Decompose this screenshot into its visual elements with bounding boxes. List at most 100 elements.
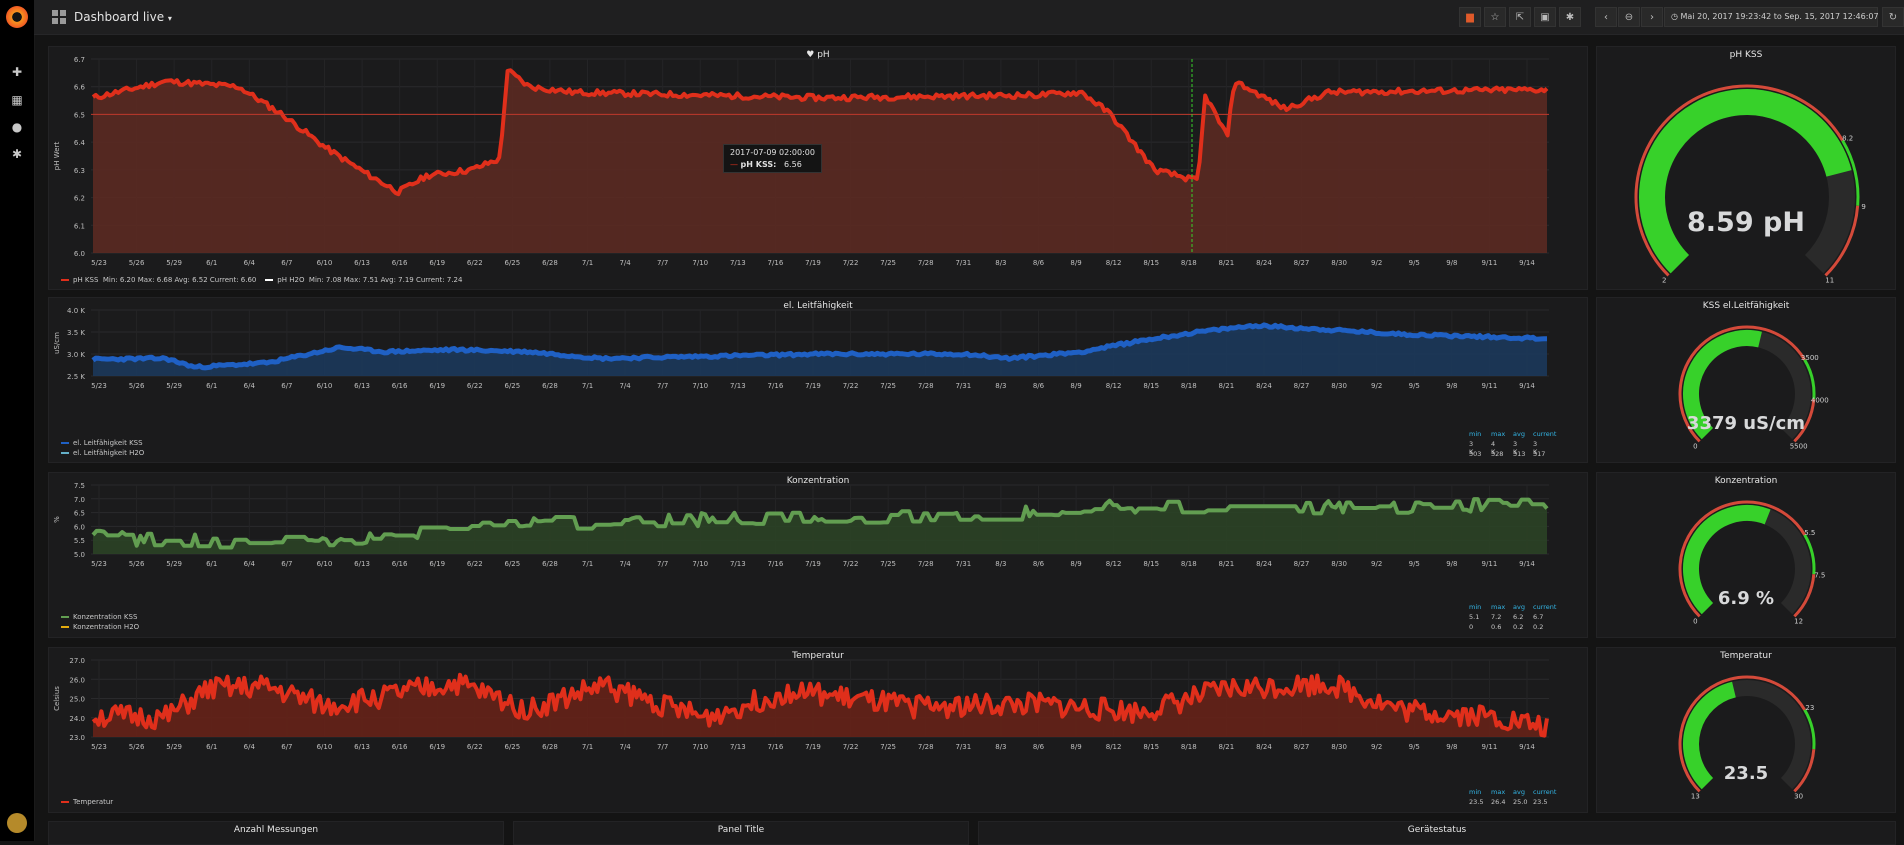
panel-title[interactable]: Gerätestatus <box>1407 825 1467 835</box>
zoom-out-button[interactable]: ⊖ <box>1618 7 1640 27</box>
conductivity-chart[interactable]: 4.0 K 3.5 K 3.0 K 2.5 K 5/23 5/26 5/29 6/1 6/4 6/… <box>49 298 1589 464</box>
y-tick-label: 27.0 <box>69 657 85 665</box>
time-range-picker[interactable]: ◷ Mai 20, 2017 19:23:42 to Sep. 15, 2017… <box>1664 7 1879 27</box>
grafana-logo-icon[interactable] <box>6 6 28 28</box>
legend-name: el. Leitfähigkeit H2O <box>73 449 145 457</box>
legend-table-header[interactable]: min <box>1469 603 1482 611</box>
y-tick-label: 6.4 <box>74 139 86 147</box>
ph-gauge: 2 11 8.2 9 <box>1634 84 1866 285</box>
legend-table-header[interactable]: current <box>1533 603 1557 611</box>
gauge-value: 23.5 <box>1723 763 1769 784</box>
gauge-title[interactable]: KSS el.Leitfähigkeit <box>1702 301 1790 311</box>
legend-table-cell: 23.5 <box>1469 798 1484 806</box>
legend-item-conc-kss[interactable]: Konzentration KSS <box>61 613 139 621</box>
x-tick-label: 7/10 <box>692 382 708 390</box>
legend-item-cond-h2o[interactable]: el. Leitfähigkeit H2O <box>61 449 144 457</box>
legend-item-temp[interactable]: Temperatur <box>61 798 113 806</box>
legend-table-header[interactable]: current <box>1533 430 1557 438</box>
legend-item-conc-h2o[interactable]: Konzentration H2O <box>61 623 139 631</box>
legend-table-header[interactable]: current <box>1533 788 1557 796</box>
add-panel-button[interactable]: ▆ <box>1459 7 1481 27</box>
star-icon[interactable]: ☆ <box>1484 7 1506 27</box>
x-tick-label: 8/12 <box>1106 743 1122 751</box>
panel-title[interactable]: Anzahl Messungen <box>233 825 319 835</box>
y-tick-label: 3.5 K <box>67 329 85 337</box>
y-tick-label: 7.0 <box>74 496 85 504</box>
x-tick-label: 6/22 <box>467 382 483 390</box>
x-tick-label: 6/10 <box>317 382 333 390</box>
dashboards-icon[interactable]: ▦ <box>11 93 23 107</box>
x-tick-label: 7/16 <box>768 382 784 390</box>
x-tick-label: 9/11 <box>1482 259 1498 267</box>
legend-swatch <box>61 801 69 803</box>
bell-icon[interactable]: ● <box>11 120 23 134</box>
x-tick-label: 5/26 <box>129 382 145 390</box>
legend-stats: Min: 6.20 Max: 6.68 Avg: 6.52 Current: 6… <box>102 276 257 284</box>
legend-table-header[interactable]: max <box>1491 603 1506 611</box>
y-axis-label: pH Wert <box>53 142 61 171</box>
gauge-value: 8.59 pH <box>1687 207 1805 238</box>
concentration-chart[interactable]: 7.5 7.0 6.5 6.0 5.5 5.0 5/23 5/26 5/29 6/1 6/4 6/7 6… <box>49 473 1589 639</box>
x-tick-label: 8/27 <box>1294 382 1310 390</box>
gauge-threshold-arc <box>1793 574 1816 618</box>
x-tick-label: 6/16 <box>392 382 408 390</box>
x-tick-label: 8/3 <box>995 382 1006 390</box>
gauge-value-arc <box>1683 330 1762 440</box>
ph-panel-title[interactable]: ♥ pH <box>806 50 830 60</box>
plus-icon[interactable]: ✚ <box>11 65 23 79</box>
legend-table-header[interactable]: avg <box>1513 603 1525 611</box>
gear-icon[interactable]: ✱ <box>11 147 23 161</box>
x-tick-label: 6/16 <box>392 560 408 568</box>
gauge-title[interactable]: Konzentration <box>1714 476 1778 486</box>
x-tick-label: 9/5 <box>1409 743 1420 751</box>
x-tick-label: 5/26 <box>129 743 145 751</box>
conductivity-panel-title[interactable]: el. Leitfähigkeit <box>783 301 853 311</box>
legend-item-cond-kss[interactable]: el. Leitfähigkeit KSS <box>61 439 144 447</box>
save-icon[interactable]: ▣ <box>1534 7 1556 27</box>
y-axis-label: uS/cm <box>53 332 61 354</box>
y-tick-label: 6.7 <box>74 56 85 64</box>
x-tick-label: 6/16 <box>392 259 408 267</box>
gauge-title[interactable]: Temperatur <box>1720 651 1772 661</box>
x-tick-label: 5/29 <box>166 259 182 267</box>
x-tick-label: 6/25 <box>505 560 521 568</box>
dashboard-grid-icon[interactable] <box>52 10 66 24</box>
x-tick-label: 8/12 <box>1106 259 1122 267</box>
temperature-chart[interactable]: 27.0 26.0 25.0 24.0 23.0 5/23 5/26 5/29 6/1 6/4 6/… <box>49 648 1589 814</box>
legend-table-header[interactable]: avg <box>1513 430 1525 438</box>
legend-name: Temperatur <box>73 798 114 806</box>
x-tick-label: 9/14 <box>1519 259 1535 267</box>
x-tick-label: 8/9 <box>1070 560 1081 568</box>
x-tick-label: 5/29 <box>166 560 182 568</box>
legend-item-ph-kss[interactable]: pH KSS Min: 6.20 Max: 6.68 Avg: 6.52 Cur… <box>61 276 256 284</box>
x-tick-label: 8/27 <box>1294 259 1310 267</box>
gauge-threshold-arc <box>1793 399 1816 443</box>
x-tick-label: 6/13 <box>354 743 370 751</box>
dashboard-title[interactable]: Dashboard live ▾ <box>74 0 172 36</box>
y-tick-label: 6.0 <box>74 250 85 258</box>
temperature-panel-title[interactable]: Temperatur <box>792 651 844 661</box>
refresh-icon[interactable]: ↻ <box>1882 7 1904 27</box>
legend-table-header[interactable]: max <box>1491 788 1506 796</box>
x-tick-label: 9/5 <box>1409 259 1420 267</box>
share-icon[interactable]: ⇱ <box>1509 7 1531 27</box>
x-tick-label: 5/29 <box>166 382 182 390</box>
time-forward-button[interactable]: › <box>1641 7 1663 27</box>
legend-name: el. Leitfähigkeit KSS <box>73 439 143 447</box>
legend-item-ph-h2o[interactable]: pH H2O Min: 7.08 Max: 7.51 Avg: 7.19 Cur… <box>265 276 462 284</box>
legend-table-header[interactable]: avg <box>1513 788 1525 796</box>
gauge-title[interactable]: pH KSS <box>1729 50 1763 60</box>
gauge-threshold-arc <box>1803 359 1816 400</box>
x-tick-label: 8/18 <box>1181 743 1197 751</box>
avatar[interactable] <box>7 813 27 833</box>
legend-table-header[interactable]: min <box>1469 430 1482 438</box>
settings-icon[interactable]: ✱ <box>1559 7 1581 27</box>
legend-table-header[interactable]: min <box>1469 788 1482 796</box>
panel-title[interactable]: Panel Title <box>717 825 765 835</box>
legend-name: pH KSS <box>73 276 99 284</box>
x-tick-label: 9/5 <box>1409 382 1420 390</box>
time-back-button[interactable]: ‹ <box>1595 7 1617 27</box>
legend-table-header[interactable]: max <box>1491 430 1506 438</box>
x-tick-label: 6/16 <box>392 743 408 751</box>
concentration-panel-title[interactable]: Konzentration <box>786 476 850 486</box>
